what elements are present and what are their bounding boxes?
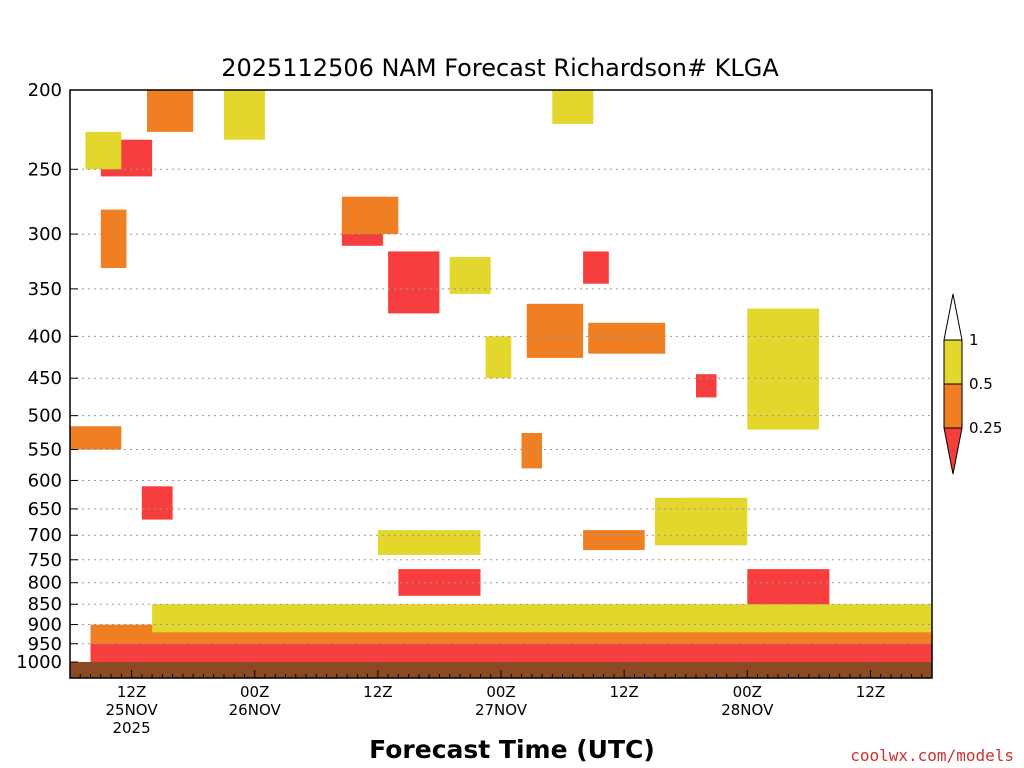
yellow-ri-region-8: [152, 604, 933, 633]
red-ri-region-4: [696, 374, 717, 398]
orange-ri-region-4: [588, 322, 666, 354]
red-ri-region-2: [388, 251, 440, 314]
orange-ri-region-2: [341, 196, 399, 235]
x-tick-label: 12Z: [609, 683, 638, 701]
y-tick-label-700: 700: [28, 525, 62, 546]
x-tick-label: 26NOV: [229, 701, 282, 719]
yellow-ri-region-2: [449, 257, 491, 294]
x-axis-label: Forecast Time (UTC): [369, 735, 655, 764]
orange-ri-region-1: [100, 209, 127, 268]
orange-ri-region-8: [583, 530, 645, 551]
x-tick-label: 12Z: [117, 683, 146, 701]
orange-ri-region-3: [526, 303, 584, 358]
y-tick-label-300: 300: [28, 224, 62, 245]
legend-label: 0.25: [969, 419, 1002, 437]
richardson-field: [70, 90, 933, 662]
y-tick-label-650: 650: [28, 499, 62, 520]
yellow-ri-region-5: [654, 497, 748, 546]
legend-label: 0.5: [969, 375, 993, 393]
orange-ri-region-6: [521, 433, 542, 469]
x-tick-label: 00Z: [486, 683, 515, 701]
yellow-ri-region-3: [552, 90, 594, 124]
y-tick-label-800: 800: [28, 573, 62, 594]
plot-area: [69, 89, 933, 679]
legend-swatch-gt1: [943, 293, 963, 341]
y-tick-label-600: 600: [28, 470, 62, 491]
x-tick-label: 25NOV: [106, 701, 159, 719]
x-tick-label: 00Z: [733, 683, 762, 701]
y-tick-label-350: 350: [28, 279, 62, 300]
y-tick-label-200: 200: [28, 80, 62, 101]
legend-swatch-0.25-0.5: [943, 383, 963, 429]
y-tick-label-950: 950: [28, 634, 62, 655]
legend-swatch-lt0.25: [943, 427, 963, 475]
red-ri-region-3: [583, 251, 609, 284]
y-tick-label-900: 900: [28, 615, 62, 636]
x-tick-label: 12Z: [856, 683, 885, 701]
x-tick-label: 12Z: [363, 683, 392, 701]
legend-label: 1: [969, 331, 979, 349]
yellow-ri-region-7: [377, 530, 481, 555]
y-tick-label-1000: 1000: [16, 652, 62, 673]
red-ri-region-6: [398, 569, 481, 596]
yellow-ri-region-6: [747, 308, 820, 430]
y-tick-label-450: 450: [28, 368, 62, 389]
pressure-axis: 200 250 300 350 400 450 500 550 600 650 700 7508008…: [16, 80, 78, 673]
y-tick-label-500: 500: [28, 406, 62, 427]
y-tick-label-400: 400: [28, 326, 62, 347]
y-tick-label-850: 850: [28, 594, 62, 615]
chart-title: 2025112506 NAM Forecast Richardson# KLGA: [221, 54, 779, 82]
yellow-ri-region-0: [85, 131, 122, 170]
color-legend: 1 0.5 0.25: [943, 293, 1002, 475]
x-tick-label: 2025: [112, 719, 150, 737]
y-tick-label-750: 750: [28, 550, 62, 571]
x-tick-label: 00Z: [240, 683, 269, 701]
yellow-ri-region-1: [223, 90, 265, 140]
red-ri-region-5: [141, 486, 173, 520]
legend-swatch-0.5-1: [943, 339, 963, 385]
credit-link[interactable]: coolwx.com/models: [850, 746, 1014, 765]
y-tick-label-550: 550: [28, 440, 62, 461]
orange-ri-region-5: [70, 426, 122, 450]
x-tick-label: 27NOV: [475, 701, 528, 719]
orange-ri-region-0: [147, 90, 194, 132]
y-tick-label-250: 250: [28, 159, 62, 180]
x-tick-label: 28NOV: [721, 701, 774, 719]
red-ri-region-7: [747, 569, 830, 609]
yellow-ri-region-4: [485, 336, 512, 379]
